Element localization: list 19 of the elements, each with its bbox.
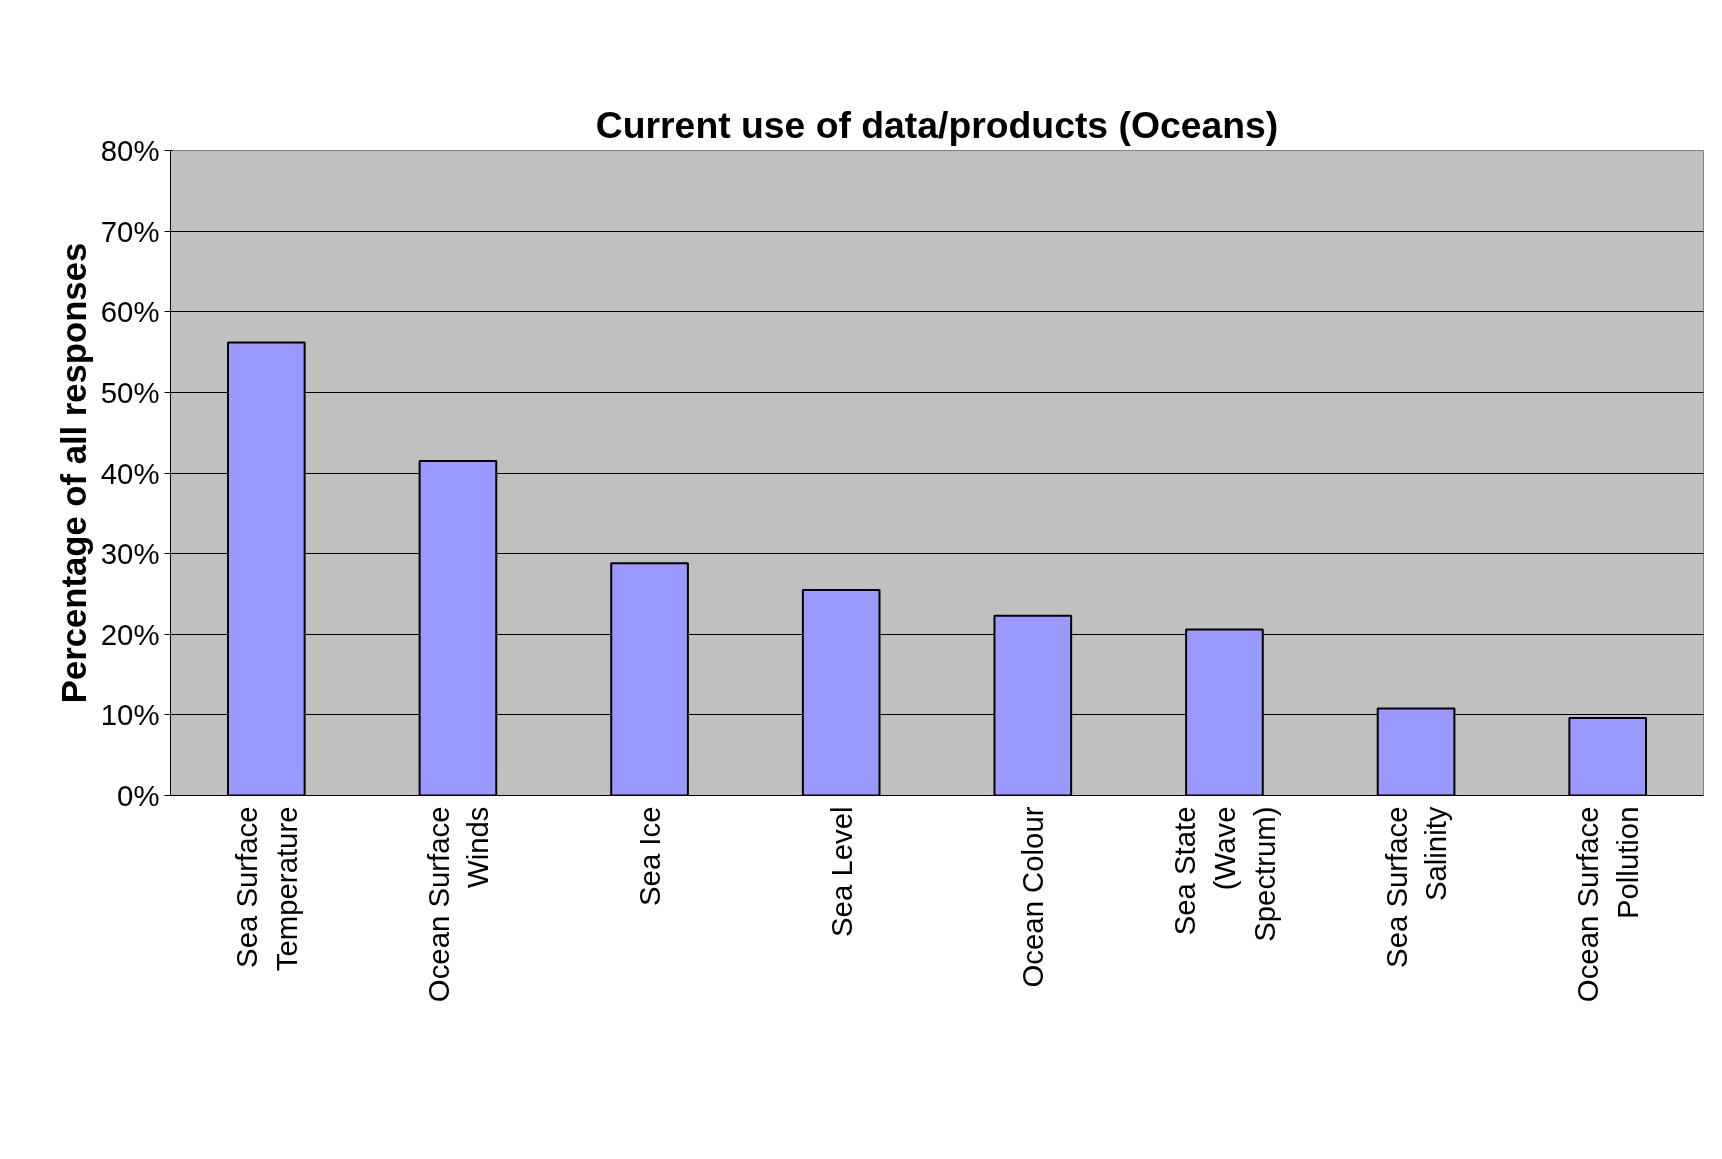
y-tick-label: 40% [100, 456, 160, 490]
x-tick-label: Ocean Surface Pollution [1571, 806, 1644, 1003]
x-tick-label: Ocean Surface Winds [421, 806, 495, 1003]
x-tick-label: Sea Ice [633, 806, 667, 906]
y-tick-label: 80% [100, 134, 160, 167]
y-tick-label: 20% [100, 617, 160, 651]
x-tick-label: Sea Surface Temperature [230, 806, 303, 972]
x-tick-label: Sea Surface Salinity [1379, 806, 1453, 968]
y-tick-label: 50% [100, 375, 160, 409]
y-tick-label: 10% [100, 698, 160, 732]
y-tick-label: 30% [100, 537, 160, 571]
y-tick-label: 60% [100, 295, 160, 329]
y-tick-label: 0% [117, 779, 160, 812]
x-tick-label: Ocean Colour [1016, 806, 1050, 988]
x-tick-label: Sea Level [824, 806, 858, 937]
chart-title: Current use of data/products (Oceans) [595, 103, 1279, 146]
y-axis-title: Percentage of all responses [54, 242, 93, 704]
x-tick-label: Sea State (Wave Spectrum) [1168, 806, 1281, 942]
y-tick-label: 70% [100, 214, 160, 248]
